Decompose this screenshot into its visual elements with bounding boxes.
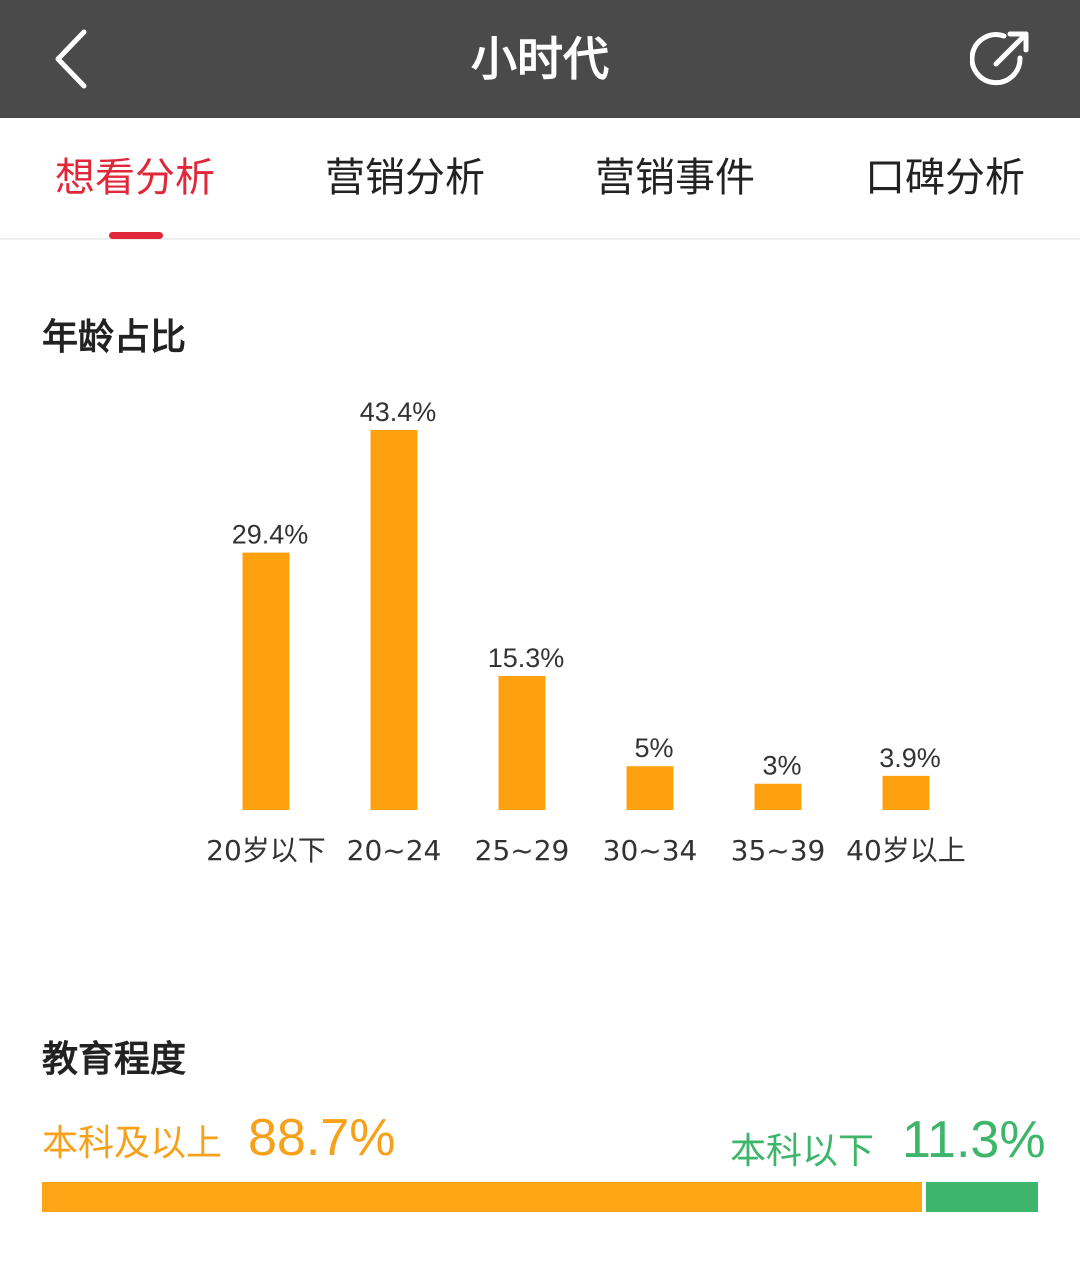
tab-marketing-events[interactable]: 营销事件: [595, 155, 755, 201]
age-bar-chart: 29.4% 20岁以下 43.4% 20~24 15.3% 25~29 5% 30~34 3% 3…: [206, 397, 966, 867]
tab-marketing-analysis[interactable]: 营销分析: [325, 155, 485, 201]
age-bar-value-label: 15.3%: [488, 643, 565, 673]
education-bachelor-above-label: 本科及以上: [42, 1123, 223, 1164]
age-bar-2: [498, 676, 546, 810]
age-bar-5: [882, 775, 930, 810]
age-category-label: 25~29: [475, 834, 570, 867]
active-tab-indicator: [109, 232, 163, 239]
age-bar-0: [242, 552, 290, 810]
education-below-bachelor-label: 本科以下: [730, 1131, 875, 1172]
age-category-label: 35~39: [731, 834, 826, 867]
age-bar-value-label: 43.4%: [360, 397, 437, 427]
share-icon: [969, 31, 1029, 86]
education-below-bachelor-fill: [926, 1182, 1038, 1212]
share-button[interactable]: [969, 28, 1034, 92]
age-category-label: 40岁以上: [846, 834, 966, 867]
nav-bar: 小时代: [0, 0, 1080, 118]
education-below-bachelor-value: 11.3%: [902, 1111, 1046, 1169]
age-section-title: 年龄占比: [42, 317, 187, 358]
tab-want-to-see-analysis[interactable]: 想看分析: [55, 155, 215, 201]
age-category-label: 30~34: [603, 834, 698, 867]
age-category-label: 20岁以下: [206, 834, 326, 867]
age-bar-value-label: 3.9%: [879, 743, 941, 773]
tab-bar: 想看分析 营销分析 营销事件 口碑分析: [0, 118, 1080, 240]
education-bachelor-above-value: 88.7%: [248, 1109, 396, 1167]
education-ratio-bar: [42, 1182, 1038, 1212]
age-bar-value-label: 5%: [634, 733, 673, 763]
age-bar-3: [626, 766, 674, 810]
education-section-title: 教育程度: [42, 1039, 187, 1080]
page-title: 小时代: [471, 32, 609, 86]
age-category-label: 20~24: [347, 834, 442, 867]
chevron-left-icon: [55, 29, 87, 89]
age-bar-value-label: 3%: [762, 751, 801, 781]
tab-word-of-mouth-analysis[interactable]: 口碑分析: [865, 155, 1025, 201]
age-bar-1: [370, 430, 418, 810]
age-bar-4: [754, 783, 802, 810]
back-button[interactable]: [40, 24, 110, 94]
age-bar-value-label: 29.4%: [232, 520, 309, 550]
education-bachelor-above-fill: [42, 1182, 922, 1212]
